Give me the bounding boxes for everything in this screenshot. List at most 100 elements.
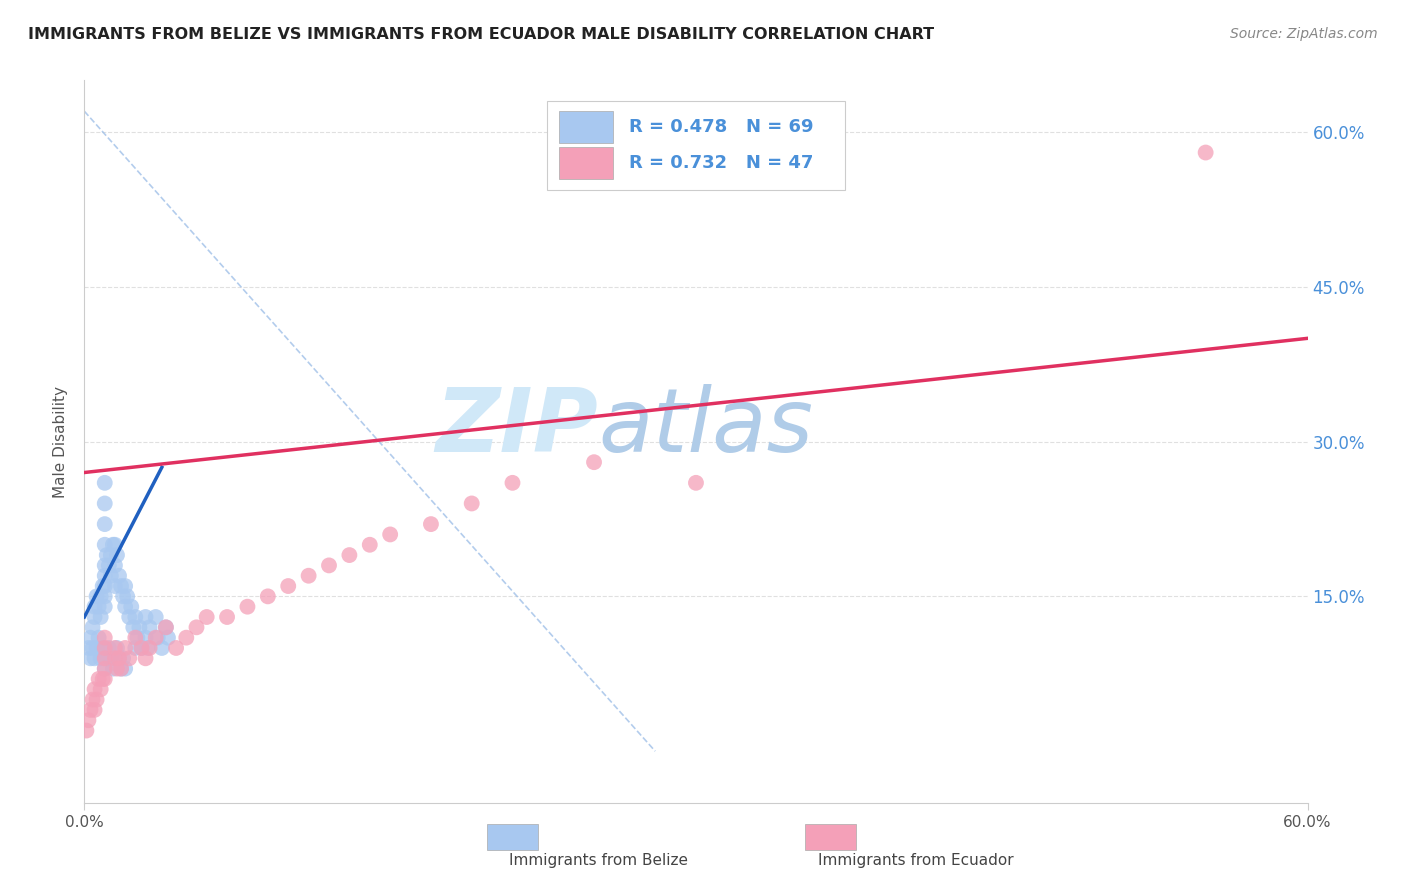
Point [87,672,110,686]
Point [105,662,128,676]
Point [502,475,524,490]
Point [136,640,159,655]
Point [108,651,131,665]
Point [236,599,259,614]
Point [298,568,321,582]
Point [93,475,115,490]
Point [93,662,115,676]
Point [186,620,208,634]
Point [87,599,110,614]
Point [83,599,105,614]
Point [82,692,104,706]
Point [131,640,153,655]
Point [583,455,606,469]
Point [114,599,136,614]
Point [91,579,114,593]
Point [122,620,145,634]
Point [118,651,141,665]
Point [90,590,112,604]
Point [104,579,127,593]
Point [93,672,115,686]
Point [124,640,146,655]
Point [93,599,115,614]
Point [79,631,101,645]
Point [86,692,108,706]
Point [91,640,114,655]
Point [87,631,110,645]
Point [93,496,115,510]
Point [86,590,108,604]
Point [131,640,153,655]
Point [146,631,169,645]
Point [118,610,141,624]
Point [83,610,105,624]
Point [359,538,381,552]
Point [83,703,105,717]
Point [104,558,127,573]
Point [79,651,101,665]
Point [105,640,128,655]
Point [83,682,105,697]
Point [339,548,361,562]
Point [75,723,97,738]
Point [93,640,115,655]
Point [77,713,100,727]
Point [112,651,135,665]
Point [108,651,131,665]
Point [93,517,115,532]
Point [101,662,124,676]
Point [100,651,122,665]
Point [150,640,173,655]
Point [120,599,142,614]
Text: Immigrants from Ecuador: Immigrants from Ecuador [818,854,1014,869]
Point [156,631,179,645]
Point [135,610,157,624]
Point [97,640,120,655]
Point [114,662,136,676]
Point [124,610,146,624]
Point [138,620,160,634]
Point [93,590,115,604]
Point [685,475,707,490]
Point [257,590,280,604]
Point [110,662,132,676]
Text: Immigrants from Belize: Immigrants from Belize [509,854,688,869]
Point [155,620,177,634]
Point [93,662,115,676]
Point [195,610,218,624]
Point [93,538,115,552]
Point [101,538,124,552]
Point [93,568,115,582]
Point [110,662,132,676]
Point [174,631,197,645]
Point [91,672,114,686]
Point [104,640,127,655]
Point [96,548,118,562]
Point [93,558,115,573]
Text: Source: ZipAtlas.com: Source: ZipAtlas.com [1230,27,1378,41]
Point [124,631,146,645]
Text: IMMIGRANTS FROM BELIZE VS IMMIGRANTS FROM ECUADOR MALE DISABILITY CORRELATION CH: IMMIGRANTS FROM BELIZE VS IMMIGRANTS FRO… [28,27,934,42]
Point [90,651,112,665]
Point [86,640,108,655]
Point [112,590,135,604]
Point [93,579,115,593]
Point [82,640,104,655]
Point [105,548,128,562]
Point [90,682,112,697]
Point [165,640,187,655]
Point [108,568,131,582]
Point [110,579,132,593]
Text: R = 0.478   N = 69: R = 0.478 N = 69 [628,119,813,136]
FancyBboxPatch shape [560,112,613,143]
Point [77,640,100,655]
Point [79,703,101,717]
Point [135,651,157,665]
Point [128,620,150,634]
Point [1195,145,1218,160]
Point [380,527,402,541]
Point [100,568,122,582]
Point [277,579,299,593]
Point [318,558,340,573]
Point [90,610,112,624]
